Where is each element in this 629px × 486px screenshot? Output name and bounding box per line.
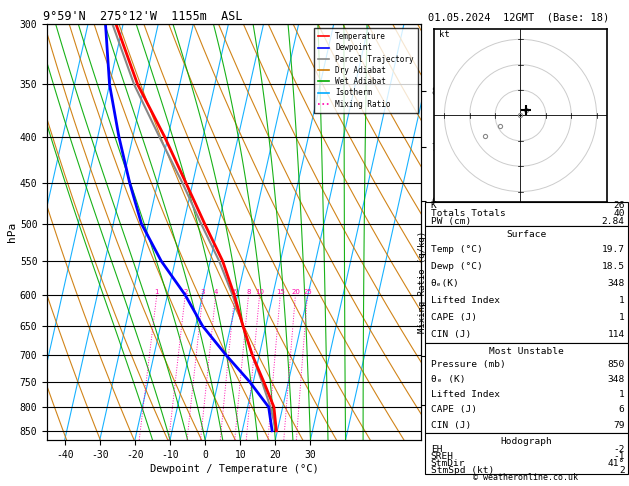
Text: 9°59'N  275°12'W  1155m  ASL: 9°59'N 275°12'W 1155m ASL bbox=[43, 10, 243, 23]
Text: 2: 2 bbox=[619, 466, 625, 475]
Text: 01.05.2024  12GMT  (Base: 18): 01.05.2024 12GMT (Base: 18) bbox=[428, 12, 610, 22]
Y-axis label: km
ASL: km ASL bbox=[440, 232, 457, 254]
Text: PW (cm): PW (cm) bbox=[431, 217, 471, 226]
Text: 25: 25 bbox=[303, 289, 312, 295]
Text: CIN (J): CIN (J) bbox=[431, 420, 471, 430]
Text: EH: EH bbox=[431, 445, 442, 454]
Text: 19.7: 19.7 bbox=[601, 245, 625, 255]
Text: 2: 2 bbox=[183, 289, 187, 295]
Text: 15: 15 bbox=[276, 289, 285, 295]
Text: Temp (°C): Temp (°C) bbox=[431, 245, 482, 255]
Text: 2.84: 2.84 bbox=[601, 217, 625, 226]
Text: Pressure (mb): Pressure (mb) bbox=[431, 360, 506, 369]
Text: 348: 348 bbox=[608, 279, 625, 288]
Text: CIN (J): CIN (J) bbox=[431, 330, 471, 339]
Text: StmSpd (kt): StmSpd (kt) bbox=[431, 466, 494, 475]
Text: Most Unstable: Most Unstable bbox=[489, 347, 564, 356]
Legend: Temperature, Dewpoint, Parcel Trajectory, Dry Adiabat, Wet Adiabat, Isotherm, Mi: Temperature, Dewpoint, Parcel Trajectory… bbox=[314, 28, 418, 112]
Text: 6: 6 bbox=[619, 405, 625, 415]
Text: -2: -2 bbox=[613, 445, 625, 454]
Text: Hodograph: Hodograph bbox=[500, 437, 552, 446]
Text: -1: -1 bbox=[613, 452, 625, 461]
Text: K: K bbox=[431, 201, 437, 210]
Text: Mixing Ratio (g/kg): Mixing Ratio (g/kg) bbox=[418, 231, 426, 333]
Text: CAPE (J): CAPE (J) bbox=[431, 405, 477, 415]
Text: StmDir: StmDir bbox=[431, 459, 465, 468]
Text: 850: 850 bbox=[608, 360, 625, 369]
Y-axis label: hPa: hPa bbox=[7, 222, 17, 242]
Text: Surface: Surface bbox=[506, 230, 546, 239]
Text: 8: 8 bbox=[247, 289, 251, 295]
Text: 20: 20 bbox=[291, 289, 300, 295]
Text: © weatheronline.co.uk: © weatheronline.co.uk bbox=[474, 473, 578, 482]
Text: SREH: SREH bbox=[431, 452, 454, 461]
Text: Lifted Index: Lifted Index bbox=[431, 296, 500, 305]
Text: 1: 1 bbox=[619, 296, 625, 305]
Text: 1: 1 bbox=[155, 289, 159, 295]
X-axis label: Dewpoint / Temperature (°C): Dewpoint / Temperature (°C) bbox=[150, 464, 319, 474]
Text: Totals Totals: Totals Totals bbox=[431, 209, 506, 218]
Text: Lifted Index: Lifted Index bbox=[431, 390, 500, 399]
Text: 18.5: 18.5 bbox=[601, 262, 625, 271]
Text: 79: 79 bbox=[613, 420, 625, 430]
Text: θₑ(K): θₑ(K) bbox=[431, 279, 460, 288]
Text: 6: 6 bbox=[232, 289, 237, 295]
Text: CAPE (J): CAPE (J) bbox=[431, 313, 477, 322]
Text: 1: 1 bbox=[619, 390, 625, 399]
Text: 41°: 41° bbox=[608, 459, 625, 468]
Text: θₑ (K): θₑ (K) bbox=[431, 375, 465, 384]
Text: 4: 4 bbox=[214, 289, 218, 295]
Text: 10: 10 bbox=[255, 289, 264, 295]
Text: kt: kt bbox=[439, 30, 450, 39]
Text: 26: 26 bbox=[613, 201, 625, 210]
Text: LCL: LCL bbox=[429, 426, 447, 436]
Text: 348: 348 bbox=[608, 375, 625, 384]
Text: 40: 40 bbox=[613, 209, 625, 218]
Text: 1: 1 bbox=[619, 313, 625, 322]
Text: Dewp (°C): Dewp (°C) bbox=[431, 262, 482, 271]
Text: 114: 114 bbox=[608, 330, 625, 339]
Text: 3: 3 bbox=[201, 289, 205, 295]
